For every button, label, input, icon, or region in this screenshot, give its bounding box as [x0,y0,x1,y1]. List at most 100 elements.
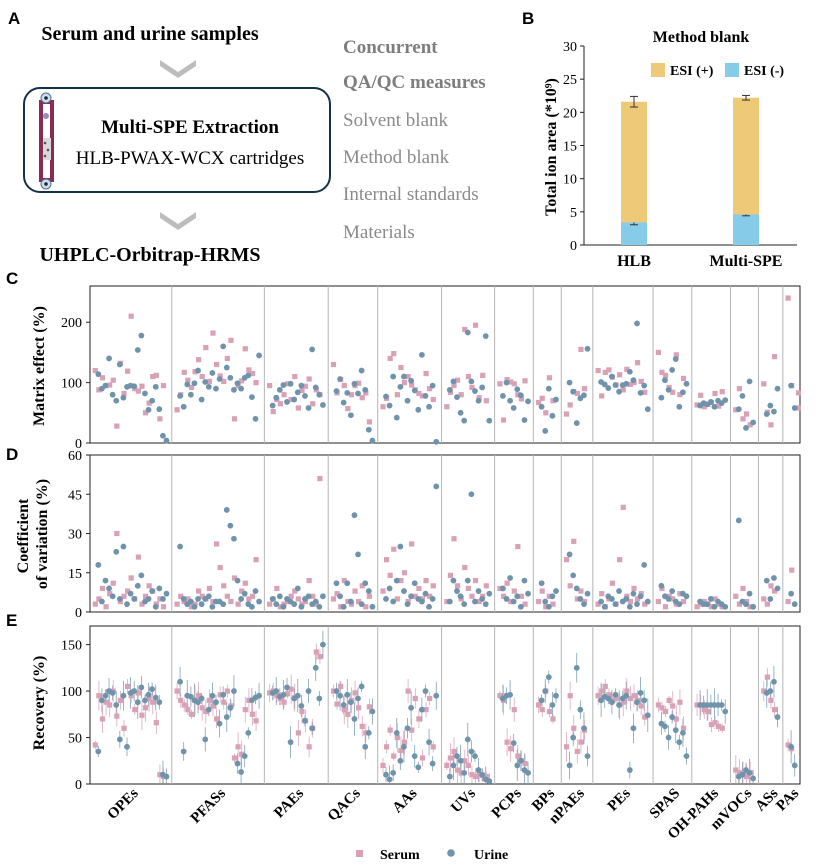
urine-point [390,769,397,776]
urine-point [503,379,510,386]
urine-point [351,380,358,387]
urine-point [401,588,407,594]
serum-point [363,604,369,610]
urine-point [149,397,156,404]
serum-point [795,405,802,411]
urine-point [683,380,690,387]
serum-point [694,402,700,408]
urine-point [280,382,287,388]
urine-point [626,603,633,610]
serum-point [345,405,351,412]
serum-point [515,392,521,398]
legend-swatch-esi-neg [725,63,739,77]
serum-point [480,372,486,378]
serum-point [221,583,227,589]
serum-point [574,390,580,397]
serum-point [317,654,323,660]
urine-point [365,588,372,594]
serum-point [185,377,191,383]
serum-point [642,601,648,607]
urine-point [788,590,795,597]
serum-point [578,346,584,353]
legend-label-esi-neg: ESI (-) [744,64,784,79]
urine-point [163,437,170,444]
serum-point [543,604,549,610]
urine-point [598,697,605,704]
category-label: PEs [605,785,634,814]
urine-point [344,691,351,698]
urine-point [287,739,294,746]
urine-point [669,714,676,720]
serum-point [673,716,679,722]
serum-point [606,692,612,698]
urine-point [198,695,205,702]
chart-c-ytick-label: 200 [61,316,82,331]
serum-point [391,546,397,552]
serum-point [185,707,191,713]
chart-e-ytick-label: 100 [61,685,82,700]
urine-point [397,543,404,550]
urine-point [333,388,340,394]
serum-point [747,422,753,428]
urine-point [601,603,608,610]
urine-point [365,426,372,433]
serum-point [606,367,612,373]
urine-point [223,507,230,513]
serum-point [550,716,556,722]
urine-point [767,402,774,409]
urine-point [358,601,365,608]
urine-point [634,699,640,706]
serum-point [504,580,510,586]
serum-point [210,703,216,709]
urine-point [641,697,648,704]
serum-point [103,604,109,610]
urine-point [305,688,312,694]
serum-point [472,773,479,780]
urine-point [294,585,301,592]
urine-point [320,641,326,648]
urine-point [344,580,351,587]
urine-point [180,403,187,410]
urine-point [312,598,319,605]
urine-point [205,706,212,713]
urine-point [450,378,457,385]
serum-point [246,596,252,602]
urine-point [291,396,298,403]
serum-point [181,702,187,708]
serum-point [627,381,634,388]
serum-point [267,383,273,389]
chart-e-ytick-label: 50 [68,732,82,747]
serum-point [242,707,248,713]
serum-point [213,716,220,722]
urine-point [347,412,354,419]
urine-point [510,740,517,747]
urine-point [95,371,102,378]
urine-point [450,577,457,584]
serum-point [107,702,113,708]
urine-point [479,771,486,778]
urine-point [177,393,183,399]
urine-point [461,769,468,776]
urine-point [426,603,432,610]
panel-a-label: A [8,9,20,28]
urine-point [791,601,798,608]
serum-point [635,596,641,602]
urine-point [180,748,187,755]
urine-point [223,714,230,720]
urine-point [514,593,521,600]
urine-point [216,720,223,727]
urine-point [142,390,148,397]
serum-point [764,674,770,680]
chevron-down-icon [160,212,196,230]
serum-point [146,583,152,589]
urine-point [735,517,742,524]
serum-point [500,417,507,423]
serum-point [567,693,573,699]
serum-point [574,596,580,602]
serum-point [483,583,489,589]
serum-point [447,755,454,761]
urine-point [637,389,644,396]
urine-point [294,389,301,396]
urine-point [294,692,301,699]
urine-point [468,491,475,498]
